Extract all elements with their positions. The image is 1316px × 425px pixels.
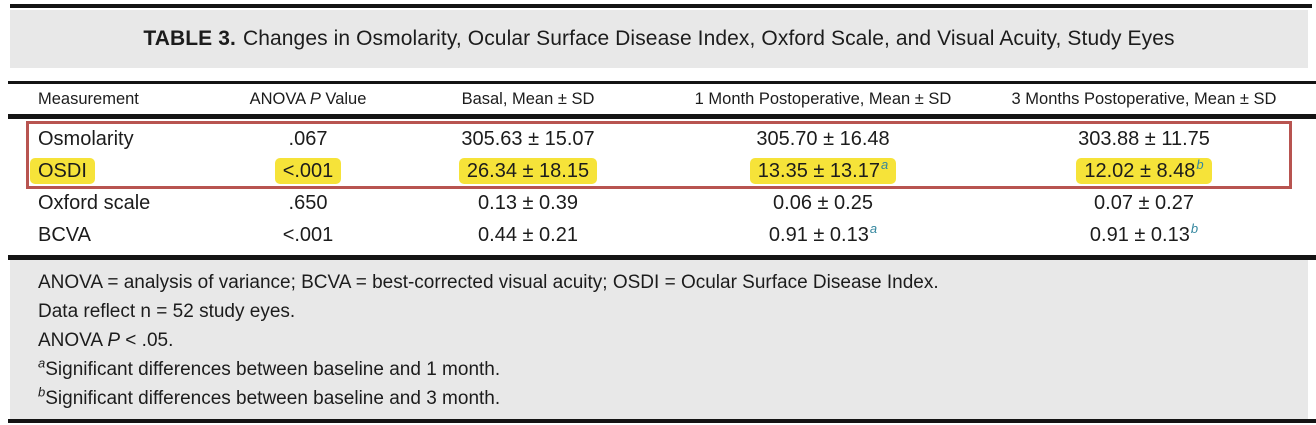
table-caption: Changes in Osmolarity, Ocular Surface Di… bbox=[242, 27, 1175, 50]
footnote-marker-a: a bbox=[880, 156, 889, 172]
col-header-basal: Basal, Mean ± SD bbox=[461, 89, 595, 108]
yellow-highlight: <.001 bbox=[274, 157, 342, 184]
col-header-measurement: Measurement bbox=[38, 89, 139, 108]
basal-cell: 0.13 ± 0.39 bbox=[478, 191, 578, 214]
table-row-oxford-scale: Oxford scale .650 0.13 ± 0.39 0.06 ± 0.2… bbox=[10, 187, 1310, 219]
month3-cell: 12.02 ± 8.48b bbox=[998, 156, 1290, 184]
yellow-highlight: 26.34 ± 18.15 bbox=[458, 157, 598, 184]
col-header-1-month: 1 Month Postoperative, Mean ± SD bbox=[694, 89, 952, 108]
table-body: Osmolarity .067 305.63 ± 15.07 305.70 ± … bbox=[10, 119, 1310, 255]
measurement-cell: Oxford scale bbox=[38, 191, 151, 214]
body-bottom-rule bbox=[8, 255, 1316, 260]
table-title: TABLE 3. Changes in Osmolarity, Ocular Su… bbox=[143, 27, 1174, 51]
column-header-row: Measurement ANOVA P Value Basal, Mean ± … bbox=[10, 84, 1310, 114]
table-row-bcva: BCVA <.001 0.44 ± 0.21 0.91 ± 0.13a 0.91… bbox=[10, 219, 1310, 251]
table-row-osmolarity: Osmolarity .067 305.63 ± 15.07 305.70 ± … bbox=[10, 123, 1310, 155]
basal-cell: 305.63 ± 15.07 bbox=[461, 127, 595, 150]
anova-cell: .067 bbox=[288, 127, 328, 150]
footnote-marker-a: a bbox=[869, 220, 878, 236]
bottom-rule bbox=[8, 419, 1316, 423]
month3-cell: 303.88 ± 11.75 bbox=[1078, 127, 1210, 150]
col-header-anova-p-value: ANOVA P Value bbox=[249, 89, 367, 108]
footnote-marker-a-definition: aSignificant differences between baselin… bbox=[38, 355, 501, 380]
footnote-marker-b: b bbox=[38, 384, 46, 400]
measurement-cell: Osmolarity bbox=[38, 127, 134, 150]
footnote-marker-b: b bbox=[1196, 156, 1204, 172]
month1-cell: 13.35 ± 13.17a bbox=[648, 156, 998, 184]
header-bottom-rule bbox=[8, 114, 1316, 119]
anova-cell: <.001 bbox=[208, 157, 408, 184]
month1-cell: 0.91 ± 0.13a bbox=[768, 220, 878, 246]
footnote-sample-size: Data reflect n = 52 study eyes. bbox=[38, 301, 296, 322]
month1-cell: 0.06 ± 0.25 bbox=[773, 191, 873, 214]
footnote-anova-threshold: ANOVA P < .05. bbox=[38, 330, 174, 351]
footnotes-band: ANOVA = analysis of variance; BCVA = bes… bbox=[10, 260, 1308, 419]
month1-cell: 305.70 ± 16.48 bbox=[756, 127, 890, 150]
table-number: TABLE 3. bbox=[143, 27, 236, 50]
basal-cell: 0.44 ± 0.21 bbox=[478, 223, 578, 246]
col-header-3-months: 3 Months Postoperative, Mean ± SD bbox=[1011, 89, 1277, 108]
spacer bbox=[0, 68, 1316, 81]
footnote-abbreviations: ANOVA = analysis of variance; BCVA = bes… bbox=[38, 272, 939, 293]
yellow-highlight: 13.35 ± 13.17a bbox=[749, 156, 897, 184]
measurement-cell: OSDI bbox=[28, 157, 208, 184]
measurement-cell: BCVA bbox=[38, 223, 91, 246]
anova-cell: <.001 bbox=[282, 223, 334, 246]
table-row-osdi: OSDI <.001 26.34 ± 18.15 13.35 ± 13.17a … bbox=[10, 155, 1310, 187]
table-title-band: TABLE 3. Changes in Osmolarity, Ocular Su… bbox=[10, 10, 1308, 68]
footnote-marker-b: b bbox=[1190, 220, 1199, 236]
month3-cell: 0.91 ± 0.13b bbox=[1089, 220, 1199, 246]
header-top-rule bbox=[8, 81, 1316, 84]
footnote-marker-b-definition: bSignificant differences between baselin… bbox=[38, 384, 501, 409]
yellow-highlight: 12.02 ± 8.48b bbox=[1076, 156, 1212, 184]
footnote-marker-a: a bbox=[38, 355, 46, 371]
anova-cell: .650 bbox=[288, 191, 328, 214]
basal-cell: 26.34 ± 18.15 bbox=[408, 157, 648, 184]
month3-cell: 0.07 ± 0.27 bbox=[1094, 191, 1194, 214]
top-rule bbox=[10, 4, 1312, 8]
yellow-highlight: OSDI bbox=[30, 157, 95, 184]
